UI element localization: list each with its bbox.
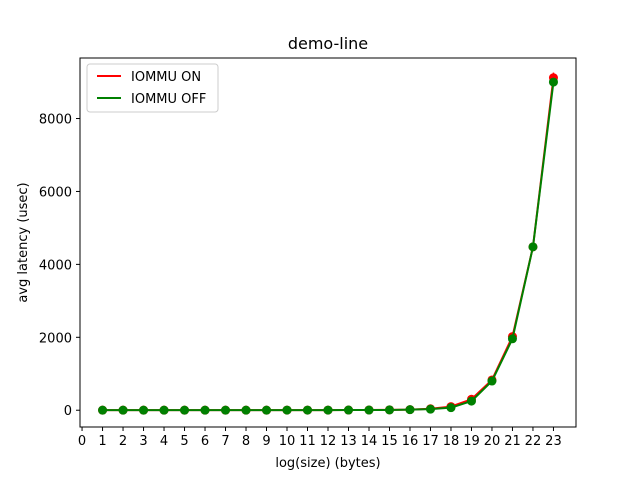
series-iommu-off xyxy=(98,77,558,415)
data-point xyxy=(384,405,394,415)
x-tick-label: 20 xyxy=(484,434,501,449)
data-point xyxy=(200,405,210,415)
x-tick-label: 11 xyxy=(299,434,316,449)
data-point xyxy=(221,405,231,415)
x-tick-label: 12 xyxy=(320,434,337,449)
x-tick-label: 21 xyxy=(504,434,521,449)
data-point xyxy=(528,242,538,252)
chart-title: demo-line xyxy=(288,34,368,53)
y-tick-label: 4000 xyxy=(39,258,72,273)
x-tick-label: 19 xyxy=(463,434,480,449)
x-axis-label: log(size) (bytes) xyxy=(275,456,380,471)
x-tick-label: 1 xyxy=(98,434,106,449)
x-tick-label: 8 xyxy=(242,434,250,449)
x-tick-label: 4 xyxy=(160,434,168,449)
x-tick-label: 0 xyxy=(78,434,86,449)
x-tick-label: 2 xyxy=(119,434,127,449)
data-point xyxy=(548,77,558,87)
data-point xyxy=(343,405,353,415)
data-point xyxy=(507,334,517,344)
x-tick-label: 14 xyxy=(361,434,378,449)
x-tick-label: 22 xyxy=(525,434,542,449)
x-tick-label: 6 xyxy=(201,434,209,449)
axes: 0 1 2 3 4 5 6 7 8 9 10 11 12 13 14 15 16 17 18 19 20 21 22 2302… xyxy=(39,113,562,449)
x-tick-label: 10 xyxy=(279,434,296,449)
data-point xyxy=(241,405,251,415)
data-point xyxy=(282,405,292,415)
x-tick-label: 15 xyxy=(381,434,398,449)
data-point xyxy=(405,405,415,415)
plot-area xyxy=(98,72,558,415)
x-tick-label: 5 xyxy=(180,434,188,449)
data-point xyxy=(180,405,190,415)
data-point xyxy=(118,405,128,415)
y-tick-label: 2000 xyxy=(39,331,72,346)
data-point xyxy=(446,403,456,413)
x-tick-label: 7 xyxy=(221,434,229,449)
legend-label-iommu-off: IOMMU OFF xyxy=(131,92,206,107)
x-tick-label: 23 xyxy=(545,434,562,449)
data-point xyxy=(323,405,333,415)
legend-label-iommu-on: IOMMU ON xyxy=(131,70,201,85)
y-tick-label: 6000 xyxy=(39,185,72,200)
data-point xyxy=(466,396,476,406)
legend: IOMMU ON IOMMU OFF xyxy=(86,63,219,113)
data-point xyxy=(139,405,149,415)
y-axis-label: avg latency (usec) xyxy=(16,182,31,302)
data-point xyxy=(487,376,497,386)
y-tick-label: 0 xyxy=(64,404,72,419)
axes-frame xyxy=(79,57,577,428)
x-tick-label: 18 xyxy=(443,434,460,449)
data-point xyxy=(262,405,272,415)
x-tick-label: 3 xyxy=(139,434,147,449)
x-tick-label: 16 xyxy=(402,434,419,449)
x-tick-label: 9 xyxy=(262,434,270,449)
data-point xyxy=(303,405,313,415)
y-tick-label: 8000 xyxy=(39,113,72,128)
data-point xyxy=(425,404,435,414)
data-point xyxy=(98,405,108,415)
data-point xyxy=(364,405,374,415)
data-point xyxy=(159,405,169,415)
x-tick-label: 17 xyxy=(422,434,439,449)
x-tick-label: 13 xyxy=(340,434,357,449)
